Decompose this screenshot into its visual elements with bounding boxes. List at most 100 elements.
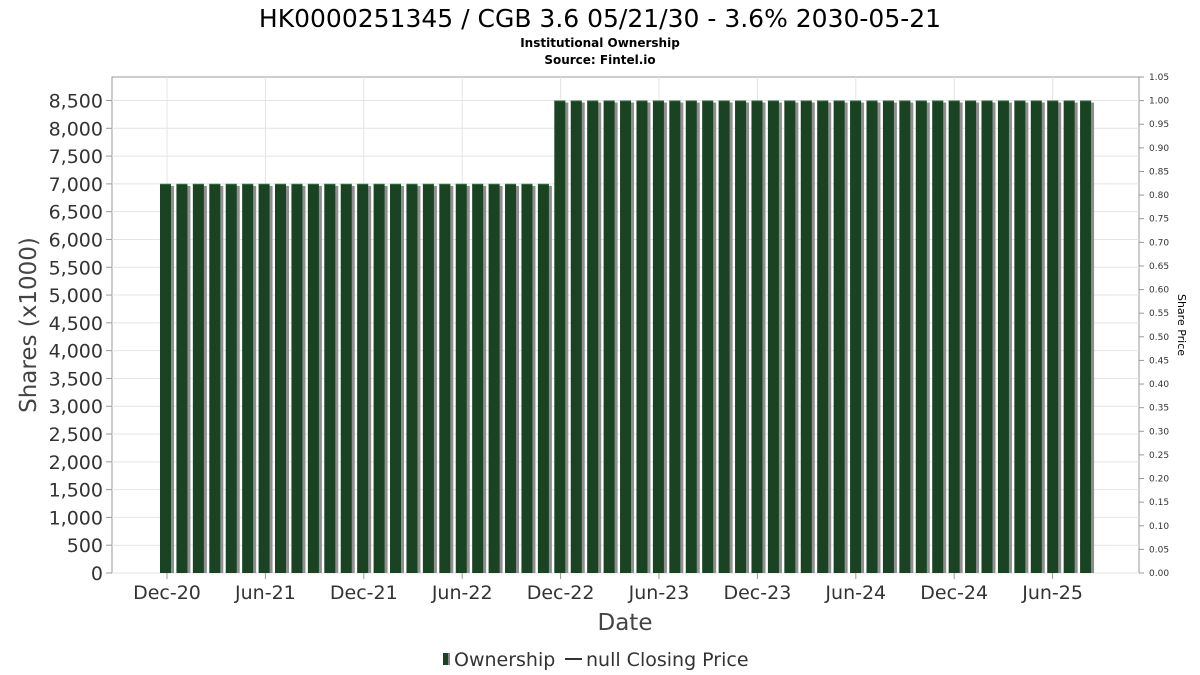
ownership-bar — [472, 183, 484, 573]
y-tick-label: 8,500 — [49, 91, 103, 113]
y2-tick-label: 0.65 — [1149, 262, 1169, 272]
ownership-bar — [406, 183, 418, 573]
ownership-bar — [636, 100, 648, 573]
y2-tick-label: 0.05 — [1149, 545, 1169, 555]
ownership-bar — [587, 100, 599, 573]
y2-tick-label: 0.25 — [1149, 451, 1169, 461]
y-tick-label: 7,000 — [49, 174, 103, 196]
ownership-bar — [1030, 100, 1042, 573]
ownership-bar — [242, 183, 254, 573]
y-axis-left: 0 500 1,000 1,500 2,000 2,500 3,000 3,500 4,000 4… — [49, 91, 112, 585]
ownership-bar — [275, 183, 287, 573]
x-tick-label: Dec-22 — [527, 582, 595, 604]
x-tick-label: Dec-24 — [920, 582, 988, 604]
ownership-bar — [455, 183, 467, 573]
y2-tick-label: 0.00 — [1149, 569, 1169, 579]
x-tick-label: Dec-21 — [330, 582, 398, 604]
y-tick-label: 8,000 — [49, 118, 103, 140]
ownership-bar — [899, 100, 911, 573]
ownership-bar — [965, 100, 977, 573]
y-tick-label: 6,000 — [49, 229, 103, 251]
ownership-bar — [915, 100, 927, 573]
ownership-bar — [833, 100, 845, 573]
ownership-bar — [439, 183, 451, 573]
ownership-bar — [258, 183, 270, 573]
y2-tick-label: 0.95 — [1149, 120, 1169, 130]
y-tick-label: 6,500 — [49, 202, 103, 224]
ownership-bar — [225, 183, 237, 573]
ownership-bar — [800, 100, 812, 573]
ownership-bar — [390, 183, 402, 573]
x-axis: Dec-20 Jun-21 Dec-21 Jun-22 Dec-22 Jun-23 Dec-… — [133, 573, 1083, 604]
y2-tick-label: 0.40 — [1149, 380, 1169, 390]
ownership-bar — [488, 183, 500, 573]
ownership-bar — [176, 183, 188, 573]
ownership-bar — [160, 183, 171, 573]
ownership-bar — [685, 100, 697, 573]
y-tick-label: 5,000 — [49, 285, 103, 307]
x-tick-label: Dec-23 — [723, 582, 791, 604]
ownership-bars — [160, 100, 1095, 573]
x-tick-label: Jun-24 — [824, 582, 886, 604]
ownership-bar — [1047, 100, 1059, 573]
y-tick-label: 4,000 — [49, 341, 103, 363]
x-tick-label: Jun-25 — [1021, 582, 1083, 604]
legend: Ownership null Closing Price — [443, 649, 749, 671]
chart-source: Source: Fintel.io — [544, 53, 655, 67]
ownership-bar — [669, 100, 681, 573]
legend-ownership: Ownership — [454, 649, 555, 671]
ownership-bar — [652, 100, 664, 573]
ownership-bar — [702, 100, 714, 573]
ownership-bar — [505, 183, 517, 573]
y2-tick-label: 0.45 — [1149, 356, 1169, 366]
y-tick-label: 7,500 — [49, 146, 103, 168]
y2-tick-label: 0.75 — [1149, 215, 1169, 225]
chart-subtitle: Institutional Ownership — [520, 36, 680, 50]
ownership-bar — [866, 100, 878, 573]
ownership-bar — [1014, 100, 1026, 573]
ownership-bar — [537, 183, 549, 573]
y2-tick-label: 1.00 — [1149, 97, 1169, 107]
y2-axis-label: Share Price — [1175, 294, 1188, 356]
ownership-bar — [767, 100, 779, 573]
ownership-bar — [1080, 100, 1092, 573]
y2-tick-label: 0.35 — [1149, 404, 1169, 414]
legend-ownership-swatch — [443, 653, 448, 665]
chart-title: HK0000251345 / CGB 3.6 05/21/30 - 3.6% 2… — [259, 4, 941, 33]
x-axis-label: Date — [598, 610, 653, 636]
ownership-bar — [751, 100, 763, 573]
y-tick-label: 500 — [67, 535, 103, 557]
y2-tick-label: 0.80 — [1149, 191, 1169, 201]
ownership-bar — [554, 100, 566, 573]
x-tick-label: Jun-23 — [628, 582, 690, 604]
ownership-bar — [932, 100, 944, 573]
y-tick-label: 4,500 — [49, 313, 103, 335]
y-tick-label: 1,000 — [49, 507, 103, 529]
ownership-bar — [603, 100, 615, 573]
y2-tick-label: 0.70 — [1149, 238, 1169, 248]
ownership-bar — [373, 183, 385, 573]
y2-tick-label: 0.30 — [1149, 427, 1169, 437]
ownership-bar — [620, 100, 632, 573]
ownership-bar — [324, 183, 336, 573]
legend-ownership-swatch-shadow — [448, 653, 450, 665]
y-axis-label: Shares (x1000) — [16, 237, 42, 413]
ownership-bar — [948, 100, 960, 573]
y2-tick-label: 0.10 — [1149, 522, 1169, 532]
ownership-bar — [735, 100, 747, 573]
y2-tick-label: 0.85 — [1149, 167, 1169, 177]
legend-closing-price: null Closing Price — [586, 649, 749, 671]
ownership-bar — [357, 183, 369, 573]
y2-tick-label: 0.20 — [1149, 475, 1169, 485]
y2-tick-label: 0.60 — [1149, 286, 1169, 296]
y-tick-label: 3,500 — [49, 368, 103, 390]
ownership-bar — [340, 183, 352, 573]
ownership-bar — [570, 100, 582, 573]
y-axis-right: 0.00 0.05 0.10 0.15 0.20 0.25 0.30 0.35 0.40 0.45… — [1139, 73, 1169, 579]
ownership-bar — [784, 100, 796, 573]
y2-tick-label: 1.05 — [1149, 73, 1169, 83]
x-tick-label: Jun-22 — [431, 582, 493, 604]
y-tick-label: 0 — [91, 563, 103, 585]
x-tick-label: Jun-21 — [234, 582, 296, 604]
